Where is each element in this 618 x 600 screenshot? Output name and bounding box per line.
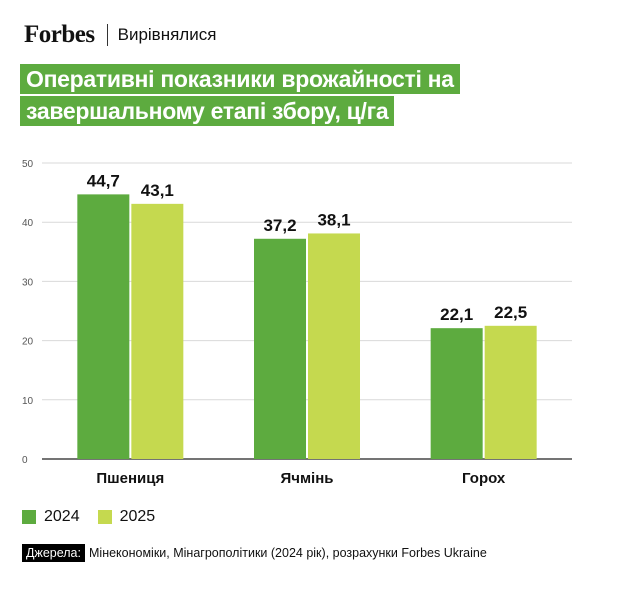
source-label: Джерела: (22, 544, 85, 562)
data-label-2025-2: 22,5 (494, 303, 527, 322)
category-label-1: Ячмінь (280, 470, 333, 487)
legend-swatch-2025 (97, 510, 112, 524)
bar-2024-1 (254, 238, 306, 459)
y-tick-label-1: 10 (22, 396, 34, 407)
legend-item-2024: 2024 (22, 508, 80, 526)
category-label-0: Пшениця (96, 470, 164, 487)
section-name: Вирівнялися (117, 25, 217, 44)
legend: 2024 2025 (22, 508, 173, 526)
bar-2024-0 (77, 194, 130, 459)
header: Forbes Вирівнялися (24, 20, 216, 50)
source-note: Джерела: Мінекономіки, Мінагрополітики (… (22, 544, 487, 562)
legend-swatch-2024 (22, 510, 36, 524)
y-tick-label-0: 0 (22, 455, 28, 466)
title-line-2: завершальному етапі збору, ц/га (20, 96, 395, 126)
bar-2025-2 (484, 325, 537, 459)
y-tick-label-4: 40 (22, 218, 34, 229)
forbes-logo: Forbes (24, 21, 95, 48)
data-label-2025-0: 43,1 (141, 181, 174, 200)
data-label-2025-1: 38,1 (317, 210, 350, 229)
category-label-2: Горох (462, 470, 506, 487)
chart-title: Оперативні показники врожайності на заве… (20, 64, 600, 126)
data-label-2024-0: 44,7 (87, 171, 120, 190)
header-divider (106, 24, 108, 46)
bar-2024-2 (430, 328, 483, 459)
data-label-2024-2: 22,1 (440, 305, 473, 324)
bar-2025-1 (308, 233, 360, 459)
legend-label-2025: 2025 (119, 508, 156, 525)
source-text: Мінекономіки, Мінагрополітики (2024 рік)… (89, 546, 487, 560)
data-label-2024-1: 37,2 (263, 216, 296, 235)
bar-2025-0 (131, 203, 184, 459)
y-tick-label-2: 20 (22, 337, 34, 348)
y-tick-label-5: 50 (22, 159, 34, 170)
bar-chart: 0 10 20 30 40 50 44,7 43,1 Пшениця 37,2 38,1 Ячмінь… (22, 159, 572, 487)
legend-item-2025: 2025 (97, 508, 156, 526)
title-line-1: Оперативні показники врожайності на (20, 64, 460, 94)
legend-label-2024: 2024 (44, 508, 80, 525)
y-tick-label-3: 30 (22, 277, 34, 288)
